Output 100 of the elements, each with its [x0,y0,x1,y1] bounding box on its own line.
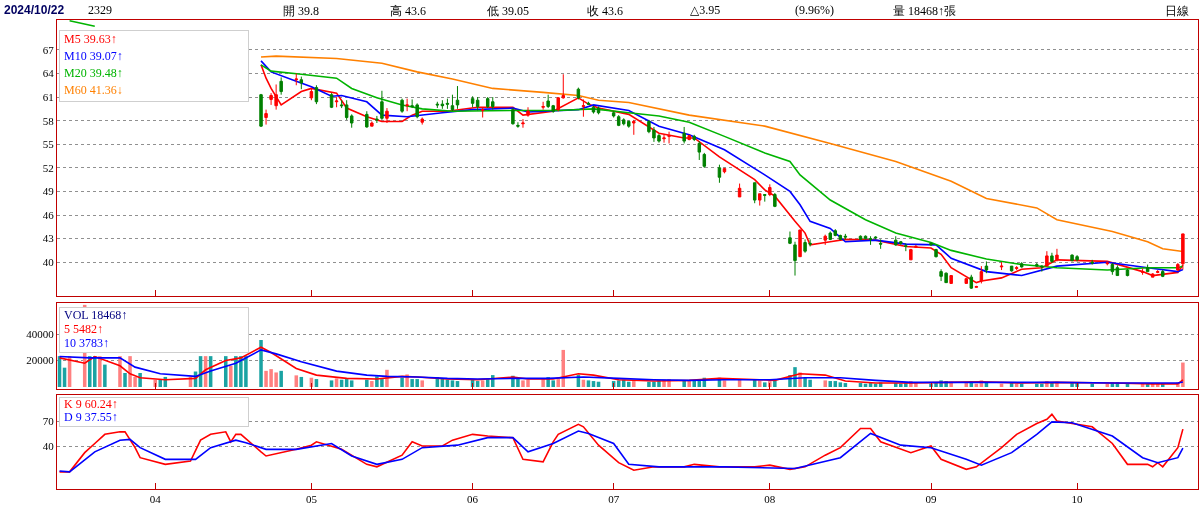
candlestick [969,274,974,290]
candlestick [334,96,339,108]
candlestick [934,248,938,258]
x-tick-label: 06 [467,493,479,506]
text: 低 39.05 [487,3,529,20]
candlestick [702,152,707,169]
bar [123,372,127,388]
candlestick [1115,264,1120,277]
y-tick-label: 64 [42,67,55,80]
candlestick [984,260,989,274]
candlestick [687,134,691,141]
candlestick [400,98,404,114]
candlestick [752,182,757,204]
text: △3.95 [690,3,721,18]
candlestick [1019,261,1024,269]
bar [365,379,369,388]
candlestick [793,241,797,277]
series-label: K 9 60.24↑ [63,397,119,411]
candlestick [878,238,883,250]
bar [349,380,354,388]
candlestick [999,261,1004,271]
y-tick-label: 70 [42,414,55,427]
bar [763,382,767,388]
y-tick-label: 61 [42,90,54,103]
candlestick [904,242,908,252]
candlestick [949,275,953,284]
text: 日線 [1165,3,1189,20]
y-tick-label: 46 [42,208,55,221]
candlestick [929,242,933,247]
y-tick-label: 67 [42,43,55,56]
y-tick-label: 43 [42,232,55,245]
candlestick [697,140,702,161]
candlestick [1155,269,1160,274]
x-tick-label: 07 [608,493,620,506]
candlestick [511,107,515,126]
bar [259,339,263,388]
candlestick [450,94,455,112]
candlestick [692,134,696,142]
bar [400,377,404,388]
x-tick-label: 10 [1071,493,1084,506]
candlestick [365,110,369,129]
candlestick [299,76,304,90]
candlestick [773,192,777,208]
y-tick-label: 52 [42,161,54,174]
candlestick [591,105,596,115]
bar [329,380,334,388]
candlestick [1014,265,1019,271]
candlestick [737,183,742,198]
y-tick-label: 55 [42,138,55,151]
candlestick [1176,262,1180,272]
candlestick [1145,264,1150,273]
candlestick [1140,267,1145,276]
candlestick [1105,260,1110,266]
y-tick-label: 20000 [26,354,55,367]
candlestick [455,85,460,110]
candlestick [1045,250,1049,267]
candlestick [1090,259,1094,266]
y-tick-label: 49 [42,185,55,198]
candlestick [1055,248,1059,262]
candlestick [521,118,525,129]
x-tick-label: 08 [764,493,776,506]
bar [229,365,233,388]
candlestick [405,98,409,112]
candlestick [370,120,374,127]
candlestick [974,285,979,288]
y-tick-label: 40000 [26,327,55,340]
series-label: 5 5482↑ [63,322,104,336]
candlestick [662,134,666,144]
bar [687,381,691,388]
x-tick-label: 04 [149,493,162,506]
series-label: 10 3783↑ [63,336,110,350]
candlestick [1050,252,1054,264]
bar [370,381,374,388]
bar [1090,383,1094,388]
bar [627,381,631,388]
candlestick [480,107,485,118]
bar [838,382,843,388]
candlestick [682,126,686,144]
series-label: D 9 37.55↑ [63,410,119,424]
candlestick [526,106,530,118]
bar [98,356,102,388]
bar [450,380,455,388]
bar [823,380,827,388]
bar [586,380,591,388]
candlestick [279,76,283,96]
bar [556,379,560,388]
candlestick [1110,262,1115,276]
candlestick [717,164,722,184]
text: (9.96%) [795,3,834,18]
candlestick [294,72,299,86]
series-label: VOL 18468↑ [63,308,129,322]
candlestick [445,98,450,110]
text: 高 43.6 [390,3,426,20]
legend-box: VOL 18468↑ 5 5482↑ 10 3783↑ [59,307,249,353]
candlestick [768,183,772,197]
candlestick [788,231,792,245]
candlestick [385,107,389,124]
legend-box: K 9 60.24↑ D 9 37.55↑ [59,397,249,427]
text: 2329 [88,3,112,18]
candlestick [470,95,475,108]
